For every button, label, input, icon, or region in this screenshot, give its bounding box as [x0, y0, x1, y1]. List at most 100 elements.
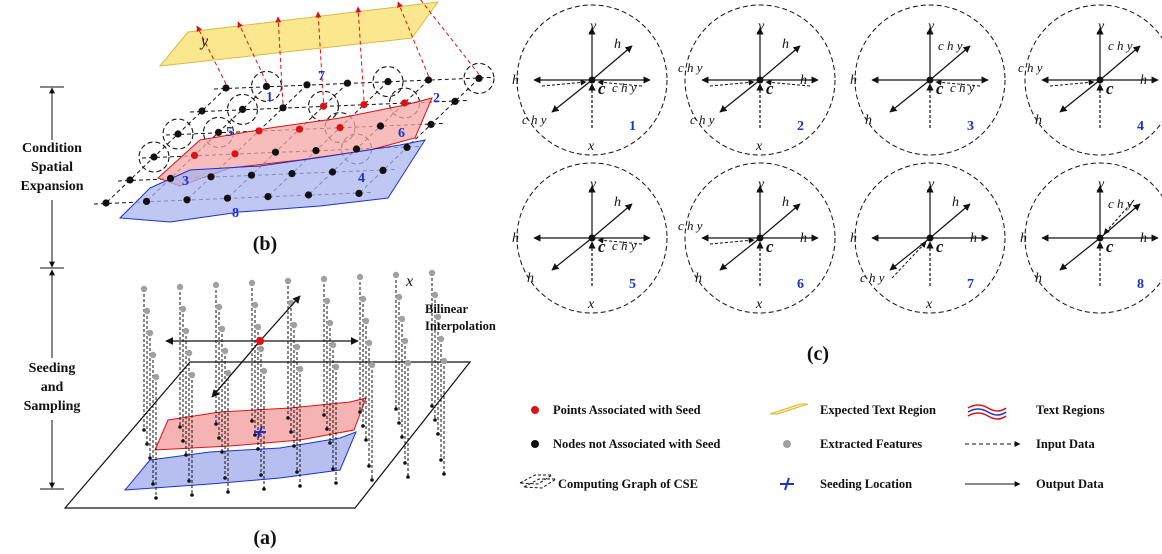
seed-point: [256, 337, 264, 345]
feature-base: [142, 428, 146, 432]
region-num-4: 4: [358, 171, 365, 186]
cell-math-label: h: [512, 73, 519, 88]
extracted-feature: [428, 269, 436, 277]
cell-math-label: c h y: [690, 112, 715, 127]
projection-arrow: [397, 1, 429, 77]
cell-center-label: c: [766, 79, 774, 98]
grid-row-line: [213, 76, 494, 90]
expected-text-region: [158, 1, 440, 67]
feature-base: [325, 427, 329, 431]
extracted-feature: [254, 323, 262, 331]
seed-associated-point: [400, 99, 409, 107]
feature-base: [406, 475, 410, 479]
projection-arrow: [415, 0, 480, 75]
ss-label-3: Sampling: [24, 399, 81, 414]
legend-red-point-icon: [531, 406, 539, 414]
cse-label-3: Expansion: [20, 179, 83, 194]
cell-math-label: h: [800, 231, 807, 246]
bilinear-label-1: Bilinear: [425, 302, 469, 316]
cell-number: 7: [967, 277, 974, 292]
cell-center-label: c: [1106, 79, 1114, 98]
base-plane: [63, 361, 472, 509]
cell-boundary: [516, 4, 668, 156]
panel-a-label: (a): [253, 527, 276, 549]
axis-x-label: x: [405, 273, 413, 290]
grid-node: [198, 107, 206, 115]
extracted-feature: [365, 339, 373, 347]
grid-node: [355, 189, 363, 197]
text-region-blue-a: [123, 431, 357, 491]
region-num-1: 1: [266, 90, 273, 105]
extracted-feature: [368, 361, 376, 369]
seed-associated-point: [255, 127, 263, 135]
grid-node: [475, 74, 483, 82]
feature-base: [334, 481, 338, 485]
extracted-feature: [401, 337, 409, 345]
extracted-feature: [212, 281, 220, 289]
panel-b: y (b) 1 2 3 4 5 6 7 8: [93, 0, 495, 255]
grid-node: [126, 176, 134, 184]
seed-associated-point: [336, 124, 344, 132]
projection-arrow: [315, 11, 324, 103]
extracted-feature: [146, 329, 154, 337]
legend-feature-icon: [783, 440, 791, 448]
extracted-feature: [179, 305, 187, 313]
grid-node: [451, 97, 459, 105]
cell-number: 5: [629, 277, 636, 292]
feature-base: [394, 407, 398, 411]
grid-node: [222, 84, 230, 92]
legend-text-regions-icon: [967, 404, 1007, 420]
cell-math-label: c h y: [612, 238, 637, 253]
feature-base: [178, 425, 182, 429]
output-arrow-diag: [929, 45, 971, 81]
legend-output: Output Data: [1036, 477, 1104, 491]
legend-expected-icon: [769, 403, 809, 415]
feature-base: [184, 453, 188, 457]
extracted-feature: [140, 285, 148, 293]
feature-base: [295, 470, 299, 474]
cell-center-label: c: [936, 79, 944, 98]
extracted-feature: [176, 283, 184, 291]
feature-base: [433, 418, 437, 422]
extracted-feature: [362, 317, 370, 325]
cell-math-label: h: [1020, 231, 1027, 246]
feature-base: [217, 436, 221, 440]
cse-nodes: [102, 74, 483, 207]
extracted-feature: [248, 279, 256, 287]
legend-black-nodes: Nodes not Associated with Seed: [553, 437, 720, 451]
cell-math-label: y: [1096, 177, 1105, 192]
feature-stems: [140, 269, 448, 500]
cse-cell-2: c y x h h c h y c h y 2: [678, 4, 836, 156]
region-num-2: 2: [433, 91, 440, 106]
cell-math-label: h: [1140, 231, 1147, 246]
cell-center-label: c: [936, 237, 944, 256]
extracted-feature: [332, 363, 340, 371]
feature-base: [187, 479, 191, 483]
cell-math-label: h: [850, 231, 857, 246]
extracted-feature: [434, 313, 442, 321]
feature-base: [403, 461, 407, 465]
extracted-feature: [437, 335, 445, 343]
feature-base: [262, 487, 266, 491]
cell-center-node: [756, 76, 764, 84]
seed-associated-point: [319, 102, 328, 110]
seed-associated-point: [231, 150, 239, 158]
extracted-feature: [392, 271, 400, 279]
cell-math-label: c h y: [612, 80, 637, 95]
grid-node: [174, 130, 182, 138]
extracted-feature: [284, 277, 292, 285]
feature-base: [439, 458, 443, 462]
legend-graph-icon: [518, 474, 558, 489]
cell-math-label: x: [755, 139, 763, 154]
projection-arrows: [196, 0, 480, 104]
region-num-7: 7: [318, 69, 325, 84]
cell-math-label: c h y: [678, 60, 703, 75]
grid-node: [379, 166, 387, 174]
cse-node-ring: [162, 118, 194, 150]
cell-math-label: x: [925, 297, 933, 312]
cell-center-label: c: [766, 237, 774, 256]
feature-base: [292, 444, 296, 448]
cell-math-label: h: [800, 73, 807, 88]
